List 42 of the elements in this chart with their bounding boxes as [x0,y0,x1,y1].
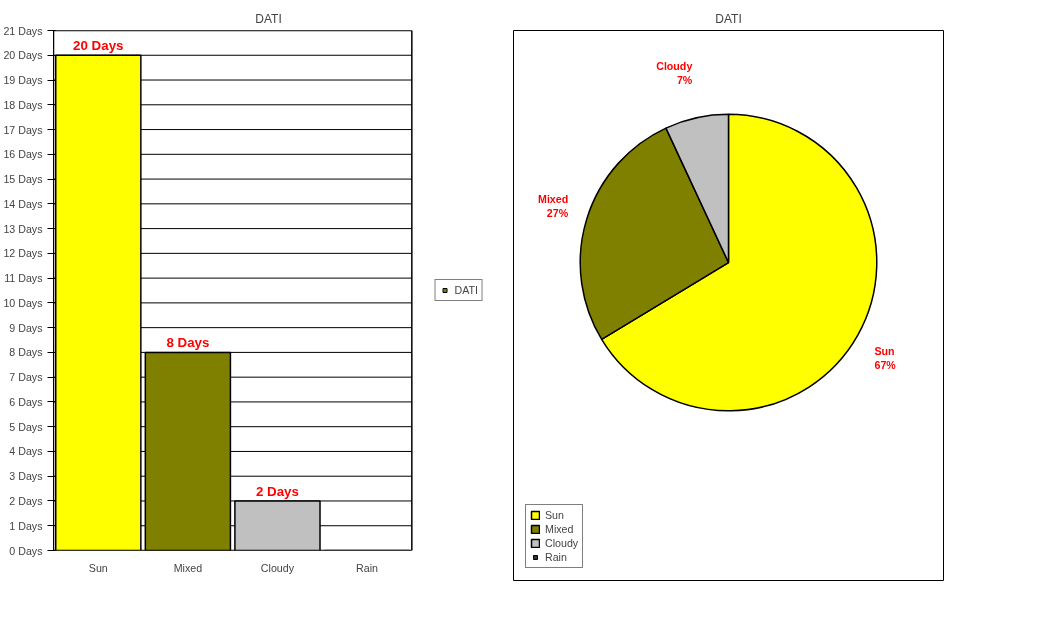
legend-label: Sun [545,509,565,521]
data-label: 7% [676,74,693,87]
data-label: 67% [874,359,897,372]
slice-label: Cloudy [656,59,693,72]
y-tick-label: 13 Days [3,222,43,235]
x-tick-label: Sun [88,561,108,574]
y-tick-label: 20 Days [3,49,43,62]
data-label: 27% [546,207,569,220]
y-tick-label: 0 Days [9,544,43,557]
y-tick-label: 12 Days [3,247,43,260]
y-tick-label: 4 Days [9,445,43,458]
y-tick-label: 16 Days [3,148,43,161]
chart-title: DATI [255,11,282,26]
legend-label: Mixed [545,523,574,535]
y-tick-label: 11 Days [4,272,43,285]
data-label: 8 Days [166,335,210,351]
y-tick-label: 2 Days [9,494,43,507]
chart-title: DATI [715,11,742,26]
x-tick-label: Cloudy [260,561,295,574]
y-tick-label: 10 Days [3,296,43,309]
y-tick-label: 15 Days [3,173,43,186]
y-tick-label: 5 Days [9,420,43,433]
y-tick-label: 14 Days [3,197,43,210]
x-tick-label: Mixed [173,561,203,574]
x-tick-label: Rain [356,561,379,574]
y-tick-label: 9 Days [9,321,43,334]
y-tick-label: 21 Days [3,24,43,37]
legend-label: DATI [454,284,478,296]
y-tick-label: 8 Days [9,346,43,359]
data-label: 2 Days [255,483,299,499]
legend-label: Rain [545,551,567,563]
y-tick-label: 18 Days [3,98,43,111]
y-tick-label: 19 Days [3,74,43,87]
slice-label: Sun [874,344,895,357]
y-tick-label: 1 Days [9,519,43,532]
y-tick-label: 7 Days [9,371,43,384]
y-tick-label: 6 Days [9,395,43,408]
y-tick-label: 3 Days [9,470,43,483]
slice-label: Mixed [538,192,569,205]
y-tick-label: 17 Days [3,123,43,136]
data-label: 20 Days [73,38,124,54]
legend-label: Cloudy [545,537,579,549]
